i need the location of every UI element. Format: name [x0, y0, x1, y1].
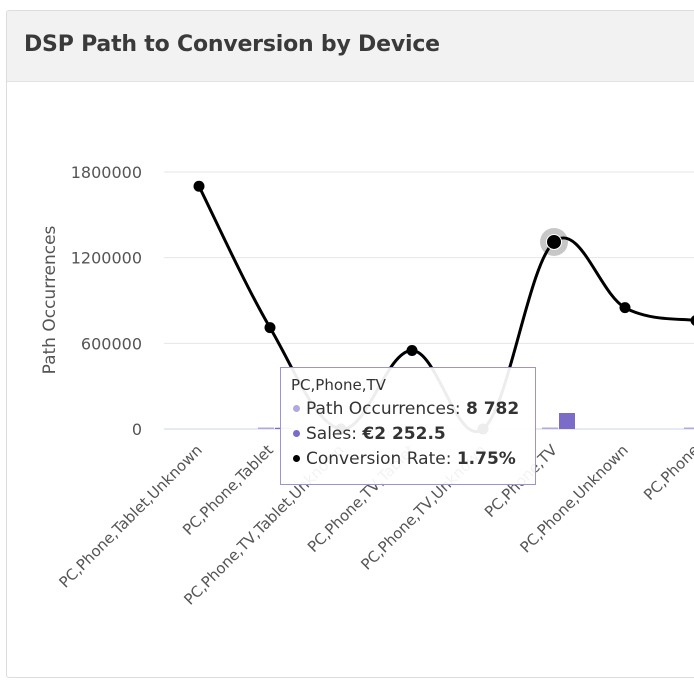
chart-title: DSP Path to Conversion by Device	[24, 32, 440, 57]
tooltip-row-value: €2 252.5	[362, 424, 446, 444]
tooltip-row-value: 8 782	[465, 399, 520, 419]
x-tick-label: PC,Phone	[640, 441, 694, 504]
tooltip-row-value: 1.75%	[456, 449, 516, 469]
y-tick-label: 1200000	[71, 249, 142, 268]
tooltip-row-name: Sales	[306, 424, 352, 444]
tooltip-row-name: Path Occurrences	[306, 399, 455, 419]
y-tick-label: 600000	[81, 334, 142, 353]
data-point-conversion-rate	[406, 344, 418, 356]
x-tick-label: PC,Phone,Tablet,Unknown	[56, 441, 206, 591]
y-tick-label: 1800000	[71, 163, 142, 182]
tooltip-row-conversion-rate: Conversion Rate: 1.75%	[291, 447, 525, 472]
bar-path-occurrences	[258, 427, 274, 429]
card-header	[7, 11, 694, 82]
sales-dot-icon	[293, 429, 300, 437]
data-point-conversion-rate	[619, 302, 631, 314]
data-point-conversion-rate	[690, 315, 694, 326]
data-point-conversion-rate	[546, 233, 562, 250]
data-point-conversion-rate	[193, 180, 205, 192]
tooltip-row-path-occurrences: Path Occurrences: 8 782	[291, 397, 525, 422]
tooltip-row-sales: Sales: €2 252.5	[291, 422, 525, 447]
bar-sales	[559, 413, 575, 429]
y-axis-title: Path Occurrences	[40, 225, 60, 374]
tooltip-row-name: Conversion Rate	[306, 449, 446, 469]
tooltip-category: PC,Phone,TV	[291, 376, 386, 394]
chart-card: DSP Path to Conversion by Device	[6, 10, 694, 678]
data-point-conversion-rate	[264, 322, 276, 334]
bar-path-occurrences	[684, 427, 694, 429]
y-tick-label: 0	[132, 420, 142, 439]
path-occurrences-dot-icon	[293, 404, 300, 412]
conversion-rate-dot-icon	[293, 454, 300, 462]
bar-path-occurrences	[542, 427, 558, 429]
chart-tooltip: PC,Phone,TV Path Occurrences: 8 782 Sale…	[280, 367, 536, 485]
